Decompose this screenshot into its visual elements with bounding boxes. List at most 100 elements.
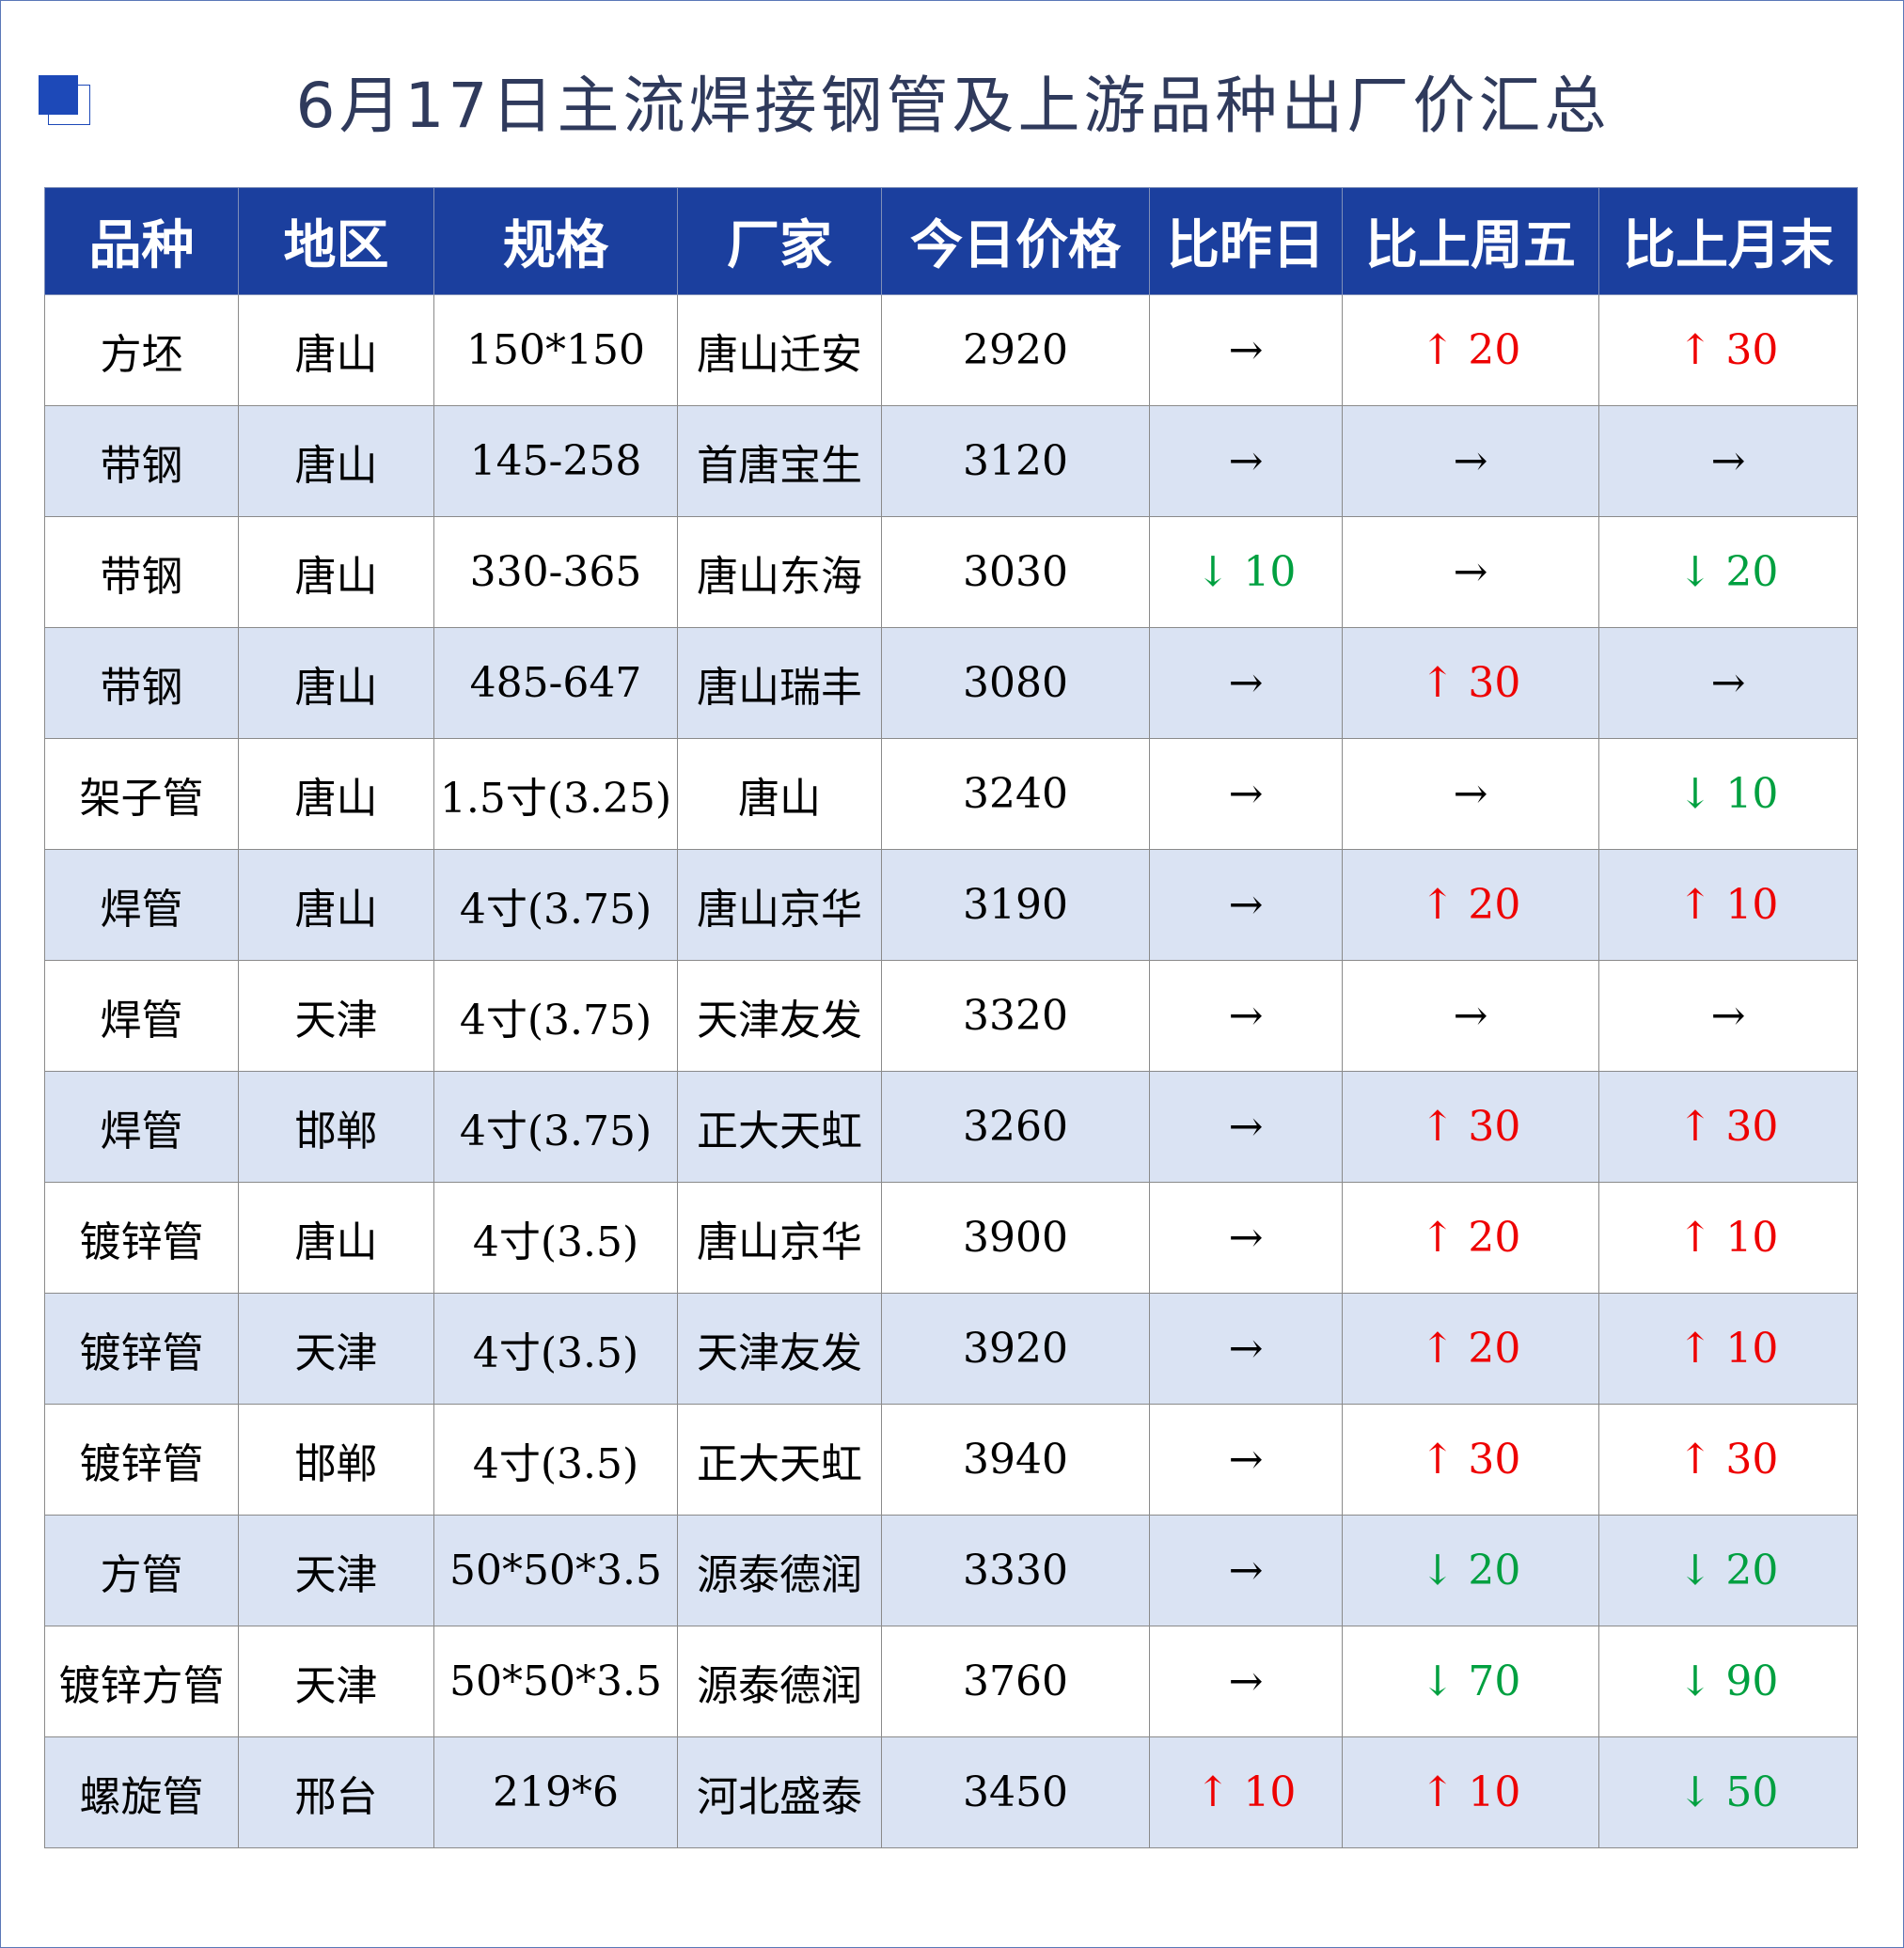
table-row: 带钢 唐山 145-258 首唐宝生 3120 → → →	[44, 405, 1858, 517]
table-cell: 正大天虹	[677, 1404, 882, 1516]
table-row: 螺旋管 邢台 219*6 河北盛泰 3450 ↑ 10 ↑ 10 ↓ 50	[44, 1736, 1858, 1848]
change-cell: →	[1149, 1626, 1343, 1737]
table-cell: 源泰德润	[677, 1626, 882, 1737]
change-cell: ↑ 30	[1342, 627, 1599, 739]
table-row: 架子管 唐山 1.5寸(3.25) 唐山 3240 → → ↓ 10	[44, 738, 1858, 850]
change-cell: ↑ 10	[1598, 849, 1858, 961]
table-cell: 3920	[881, 1293, 1150, 1405]
change-cell: ↑ 10	[1598, 1182, 1858, 1294]
header-row: 品种 地区 规格 厂家 今日价格 比昨日 比上周五 比上月末	[44, 187, 1858, 295]
table-row: 焊管 邯郸 4寸(3.75) 正大天虹 3260 → ↑ 30 ↑ 30	[44, 1071, 1858, 1183]
table-cell: 唐山瑞丰	[677, 627, 882, 739]
price-table: 品种 地区 规格 厂家 今日价格 比昨日 比上周五 比上月末 方坯 唐山 150*150 唐山迁安 2…	[44, 187, 1858, 1848]
table-cell: 焊管	[44, 960, 239, 1072]
table-cell: 3940	[881, 1404, 1150, 1516]
table-cell: 4寸(3.5)	[433, 1404, 678, 1516]
table-row: 方坯 唐山 150*150 唐山迁安 2920 → ↑ 20 ↑ 30	[44, 294, 1858, 406]
change-cell: ↓ 20	[1342, 1515, 1599, 1626]
change-cell: →	[1149, 849, 1343, 961]
change-cell: →	[1149, 1404, 1343, 1516]
table-cell: 3900	[881, 1182, 1150, 1294]
change-cell: ↑ 30	[1342, 1404, 1599, 1516]
table-cell: 镀锌方管	[44, 1626, 239, 1737]
table-cell: 唐山	[238, 405, 434, 517]
change-cell: ↑ 10	[1598, 1293, 1858, 1405]
table-cell: 150*150	[433, 294, 678, 406]
table-row: 带钢 唐山 330-365 唐山东海 3030 ↓ 10 → ↓ 20	[44, 516, 1858, 628]
table-cell: 带钢	[44, 627, 239, 739]
table-row: 焊管 天津 4寸(3.75) 天津友发 3320 → → →	[44, 960, 1858, 1072]
table-cell: 镀锌管	[44, 1404, 239, 1516]
table-cell: 3120	[881, 405, 1150, 517]
table-cell: 3330	[881, 1515, 1150, 1626]
table-cell: 4寸(3.75)	[433, 960, 678, 1072]
icon	[39, 75, 78, 115]
table-cell: 3030	[881, 516, 1150, 628]
column-header: 厂家	[677, 187, 882, 295]
table-cell: 天津友发	[677, 960, 882, 1072]
change-cell: ↑ 30	[1598, 1404, 1858, 1516]
table-row: 焊管 唐山 4寸(3.75) 唐山京华 3190 → ↑ 20 ↑ 10	[44, 849, 1858, 961]
table-cell: 唐山东海	[677, 516, 882, 628]
table-cell: 天津	[238, 1626, 434, 1737]
change-cell: →	[1342, 960, 1599, 1072]
table-cell: 唐山	[238, 738, 434, 850]
table-cell: 3080	[881, 627, 1150, 739]
change-cell: ↑ 20	[1342, 1293, 1599, 1405]
change-cell: →	[1149, 294, 1343, 406]
table-cell: 4寸(3.75)	[433, 1071, 678, 1183]
change-cell: →	[1149, 960, 1343, 1072]
table-cell: 唐山京华	[677, 1182, 882, 1294]
table-cell: 3260	[881, 1071, 1150, 1183]
table-cell: 3190	[881, 849, 1150, 961]
table-cell: 焊管	[44, 1071, 239, 1183]
table-cell: 唐山迁安	[677, 294, 882, 406]
table-cell: 螺旋管	[44, 1736, 239, 1848]
column-header: 品种	[44, 187, 239, 295]
change-cell: →	[1598, 960, 1858, 1072]
change-cell: ↓ 50	[1598, 1736, 1858, 1848]
table-row: 镀锌方管 天津 50*50*3.5 源泰德润 3760 → ↓ 70 ↓ 90	[44, 1626, 1858, 1737]
table-cell: 架子管	[44, 738, 239, 850]
table-cell: 镀锌管	[44, 1293, 239, 1405]
change-cell: →	[1149, 738, 1343, 850]
table-row: 镀锌管 邯郸 4寸(3.5) 正大天虹 3940 → ↑ 30 ↑ 30	[44, 1404, 1858, 1516]
change-cell: →	[1149, 1515, 1343, 1626]
icon-outline	[48, 85, 90, 125]
table-row: 镀锌管 唐山 4寸(3.5) 唐山京华 3900 → ↑ 20 ↑ 10	[44, 1182, 1858, 1294]
change-cell: →	[1149, 1071, 1343, 1183]
change-cell: →	[1342, 516, 1599, 628]
table-cell: 邢台	[238, 1736, 434, 1848]
table-cell: 正大天虹	[677, 1071, 882, 1183]
column-header: 比昨日	[1149, 187, 1343, 295]
change-cell: →	[1149, 1182, 1343, 1294]
table-cell: 天津	[238, 1515, 434, 1626]
table-row: 方管 天津 50*50*3.5 源泰德润 3330 → ↓ 20 ↓ 20	[44, 1515, 1858, 1626]
change-cell: ↓ 90	[1598, 1626, 1858, 1737]
table-cell: 唐山	[238, 1182, 434, 1294]
change-cell: ↑ 20	[1342, 294, 1599, 406]
column-header: 规格	[433, 187, 678, 295]
table-cell: 带钢	[44, 516, 239, 628]
table-cell: 485-647	[433, 627, 678, 739]
table-cell: 焊管	[44, 849, 239, 961]
table-cell: 3450	[881, 1736, 1150, 1848]
table-cell: 145-258	[433, 405, 678, 517]
table-cell: 方管	[44, 1515, 239, 1626]
change-cell: →	[1149, 1293, 1343, 1405]
table-cell: 4寸(3.5)	[433, 1293, 678, 1405]
table-cell: 唐山	[677, 738, 882, 850]
table-cell: 方坯	[44, 294, 239, 406]
change-cell: ↑ 10	[1149, 1736, 1343, 1848]
table-cell: 唐山	[238, 516, 434, 628]
table-cell: 330-365	[433, 516, 678, 628]
change-cell: ↑ 20	[1342, 1182, 1599, 1294]
table-cell: 邯郸	[238, 1404, 434, 1516]
table-cell: 天津	[238, 960, 434, 1072]
table-cell: 天津	[238, 1293, 434, 1405]
table-cell: 唐山	[238, 294, 434, 406]
table-cell: 50*50*3.5	[433, 1515, 678, 1626]
title: 6月17日主流焊接钢管及上游品种出厂价汇总	[295, 70, 1611, 142]
change-cell: ↓ 20	[1598, 1515, 1858, 1626]
